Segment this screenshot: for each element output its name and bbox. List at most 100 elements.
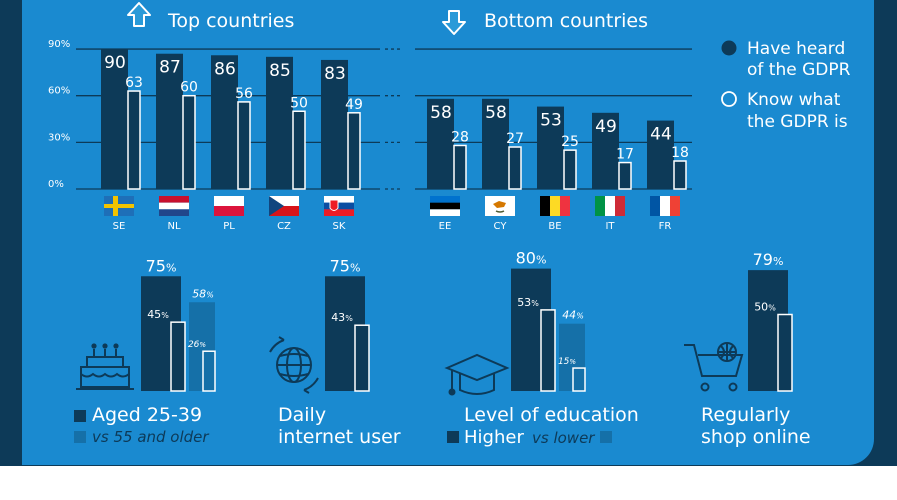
value-label-know-comparison: 15% bbox=[558, 357, 576, 367]
label-higher: Higher bbox=[464, 427, 524, 448]
bar-know-be bbox=[563, 149, 577, 190]
percent-sign: % bbox=[345, 314, 353, 323]
value-label-know-comparison: 26% bbox=[188, 340, 206, 350]
blue-panel: 90% 60% 30% 0% Top countries Bottom countries… bbox=[22, 0, 874, 465]
percent-sign: % bbox=[768, 304, 776, 313]
value-label-heard: 44 bbox=[650, 125, 672, 145]
value: 50 bbox=[754, 301, 768, 314]
value-label-heard: 79% bbox=[753, 250, 784, 269]
value-label-heard: 49 bbox=[595, 117, 617, 137]
value-label-heard: 75% bbox=[330, 256, 361, 275]
label-shop-online: shop online bbox=[701, 426, 811, 448]
legend-square-dark bbox=[447, 431, 459, 443]
label-aged: Aged 25-39 bbox=[92, 404, 202, 426]
legend-marker-heard bbox=[721, 40, 737, 56]
country-label: PL bbox=[223, 221, 235, 232]
legend-square-comparison bbox=[74, 431, 86, 443]
value-label-know: 49 bbox=[345, 97, 363, 113]
bar-heard-ee bbox=[427, 98, 454, 189]
bar-know-pl bbox=[237, 101, 251, 190]
value-label-know: 63 bbox=[125, 75, 143, 91]
value-label-heard: 53 bbox=[540, 111, 562, 131]
bar-know-cy bbox=[508, 146, 522, 190]
bar-know-it bbox=[618, 161, 632, 190]
flag-sk bbox=[324, 196, 354, 216]
globe-icon bbox=[269, 336, 319, 394]
percent-sign: % bbox=[576, 312, 584, 321]
legend-label-heard-2: of the GDPR bbox=[747, 60, 851, 80]
country-label: BE bbox=[548, 221, 561, 232]
value-label-know: 27 bbox=[506, 131, 524, 147]
y-tick-label: 60% bbox=[48, 86, 70, 97]
label-internet-user: internet user bbox=[278, 426, 401, 448]
value: 44 bbox=[562, 309, 576, 322]
flag-cz bbox=[269, 196, 299, 216]
flag-cy bbox=[485, 196, 515, 216]
y-tick-label: 30% bbox=[48, 132, 70, 143]
percent-sign: % bbox=[773, 255, 783, 268]
value-label-heard: 83 bbox=[324, 64, 346, 84]
bar-know-ee bbox=[453, 144, 467, 190]
value: 75 bbox=[146, 256, 166, 275]
value-label-know: 50% bbox=[754, 301, 776, 314]
bar-heard-cz bbox=[266, 56, 293, 190]
value-label-heard-comparison: 58% bbox=[192, 287, 214, 300]
bar-know bbox=[354, 324, 370, 392]
gdpr-chart: 90% 60% 30% 0% Top countries Bottom countries… bbox=[48, 2, 851, 448]
flag-nl bbox=[159, 196, 189, 216]
country-label: NL bbox=[167, 221, 180, 232]
bar-heard-se bbox=[101, 49, 128, 189]
bottom-strip bbox=[0, 466, 897, 500]
bar-heard-be bbox=[537, 106, 564, 189]
bar-know bbox=[170, 321, 186, 392]
bar-know-sk bbox=[347, 112, 361, 190]
value-label-know: 18 bbox=[671, 145, 689, 161]
value-label-know: 28 bbox=[451, 129, 469, 145]
flag-it bbox=[595, 196, 625, 216]
flag-pl bbox=[214, 196, 244, 216]
label-regularly: Regularly bbox=[701, 404, 790, 426]
country-label: FR bbox=[659, 221, 672, 232]
legend-square-comparison bbox=[600, 431, 612, 443]
value: 80 bbox=[516, 249, 536, 268]
value-label-know: 45% bbox=[147, 308, 169, 321]
bar-know-comparison bbox=[572, 367, 586, 392]
percent-sign: % bbox=[161, 311, 169, 320]
percent-sign: % bbox=[531, 299, 539, 308]
bottom-countries-title: Bottom countries bbox=[484, 10, 648, 32]
label-vs-lower: vs lower bbox=[532, 429, 595, 447]
value: 43 bbox=[331, 311, 345, 324]
country-label: IT bbox=[605, 221, 615, 232]
value: 79 bbox=[753, 250, 773, 269]
value-label-heard: 80% bbox=[516, 249, 547, 268]
label-vs-55: vs 55 and older bbox=[92, 428, 209, 446]
value-label-heard: 58 bbox=[485, 103, 507, 123]
top-countries-title: Top countries bbox=[167, 10, 294, 32]
value-label-heard: 90 bbox=[104, 53, 126, 73]
value-label-know: 43% bbox=[331, 311, 353, 324]
country-label: SE bbox=[113, 221, 126, 232]
legend-label-know-2: the GDPR is bbox=[747, 112, 848, 132]
shopping-cart-icon bbox=[684, 342, 744, 392]
bar-heard-it bbox=[592, 112, 619, 189]
country-label: EE bbox=[439, 221, 452, 232]
value: 75 bbox=[330, 256, 350, 275]
group-aged: 75%45% 58% 26% Aged 25-39 vs 55 and older bbox=[74, 256, 216, 446]
value-label-heard: 85 bbox=[269, 61, 291, 81]
legend-marker-know bbox=[721, 91, 737, 107]
country-label: CY bbox=[494, 221, 508, 232]
flag-se bbox=[104, 196, 134, 216]
value: 53 bbox=[517, 296, 531, 309]
bar-heard-fr bbox=[647, 120, 674, 189]
bar-know-nl bbox=[182, 94, 196, 190]
percent-sign: % bbox=[569, 358, 576, 366]
legend-label-know: Know what bbox=[747, 90, 841, 110]
value-label-know: 17 bbox=[616, 147, 634, 163]
graduation-cap-icon bbox=[444, 353, 510, 396]
legend-label-heard: Have heard bbox=[747, 39, 845, 59]
